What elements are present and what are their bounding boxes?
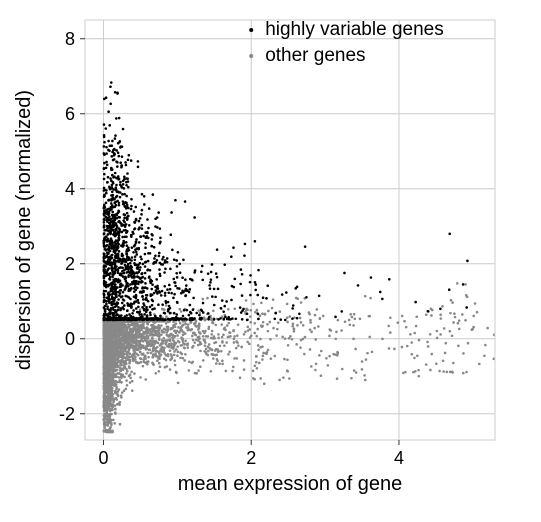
y-tick-label: 2	[65, 254, 75, 274]
y-tick-label: 4	[65, 179, 75, 199]
legend-label: highly variable genes	[265, 19, 444, 40]
hvg-scatter-chart: 0 2 4 -2 0 2 4 6 8 mean expression of gene dispers…	[0, 0, 541, 522]
x-axis-label: mean expression of gene	[178, 473, 403, 495]
y-tick-label: 8	[65, 29, 75, 49]
x-tick-label: 2	[246, 448, 256, 468]
legend-label: other genes	[265, 45, 365, 66]
x-tick-label: 4	[394, 448, 404, 468]
legend-marker	[249, 28, 253, 32]
y-axis-label: dispersion of gene (normalized)	[13, 90, 35, 370]
y-tick-label: -2	[59, 404, 75, 424]
y-tick-label: 6	[65, 104, 75, 124]
legend-marker	[249, 54, 253, 58]
y-tick-label: 0	[65, 329, 75, 349]
chart-svg: 0 2 4 -2 0 2 4 6 8 mean expression of gene dispers…	[0, 0, 541, 522]
x-tick-label: 0	[98, 448, 108, 468]
